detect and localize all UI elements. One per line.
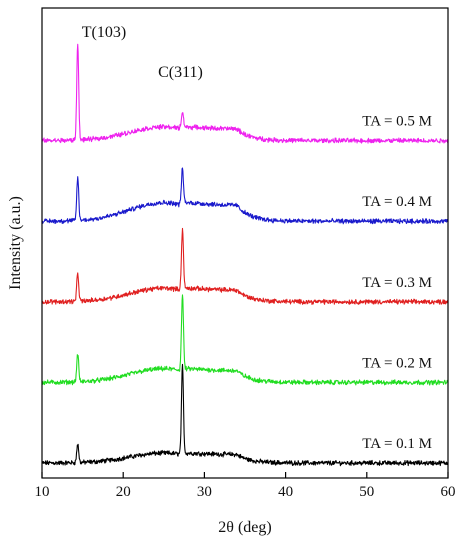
x-tick-label: 60	[441, 484, 456, 500]
x-tick-label: 50	[359, 484, 374, 500]
x-tick-label: 30	[197, 484, 212, 500]
series-label: TA = 0.1 M	[362, 436, 432, 452]
series-line	[41, 294, 449, 386]
x-tick-label: 20	[116, 484, 131, 500]
series-label: TA = 0.5 M	[362, 114, 432, 130]
series-line	[41, 227, 449, 305]
peak-annotation: C(311)	[158, 64, 203, 81]
x-axis: 10 20 30 40 50 60	[35, 472, 456, 500]
series-labels: TA = 0.1 M TA = 0.2 M TA = 0.3 M TA = 0.4 M…	[362, 114, 432, 452]
series-layer	[41, 43, 449, 467]
peak-annotations: T(103) C(311)	[82, 24, 203, 81]
x-axis-title: 2θ (deg)	[218, 519, 271, 536]
x-tick-label: 10	[35, 484, 50, 500]
series-line	[41, 43, 449, 144]
series-line	[41, 167, 449, 225]
series-line	[41, 363, 449, 467]
plot-frame	[41, 7, 449, 479]
peak-annotation: T(103)	[82, 24, 126, 41]
series-label: TA = 0.4 M	[362, 194, 432, 210]
x-tick-label: 40	[278, 484, 293, 500]
series-label: TA = 0.2 M	[362, 355, 432, 371]
y-axis-title: Intensity (a.u.)	[7, 196, 24, 290]
series-label: TA = 0.3 M	[362, 275, 432, 291]
